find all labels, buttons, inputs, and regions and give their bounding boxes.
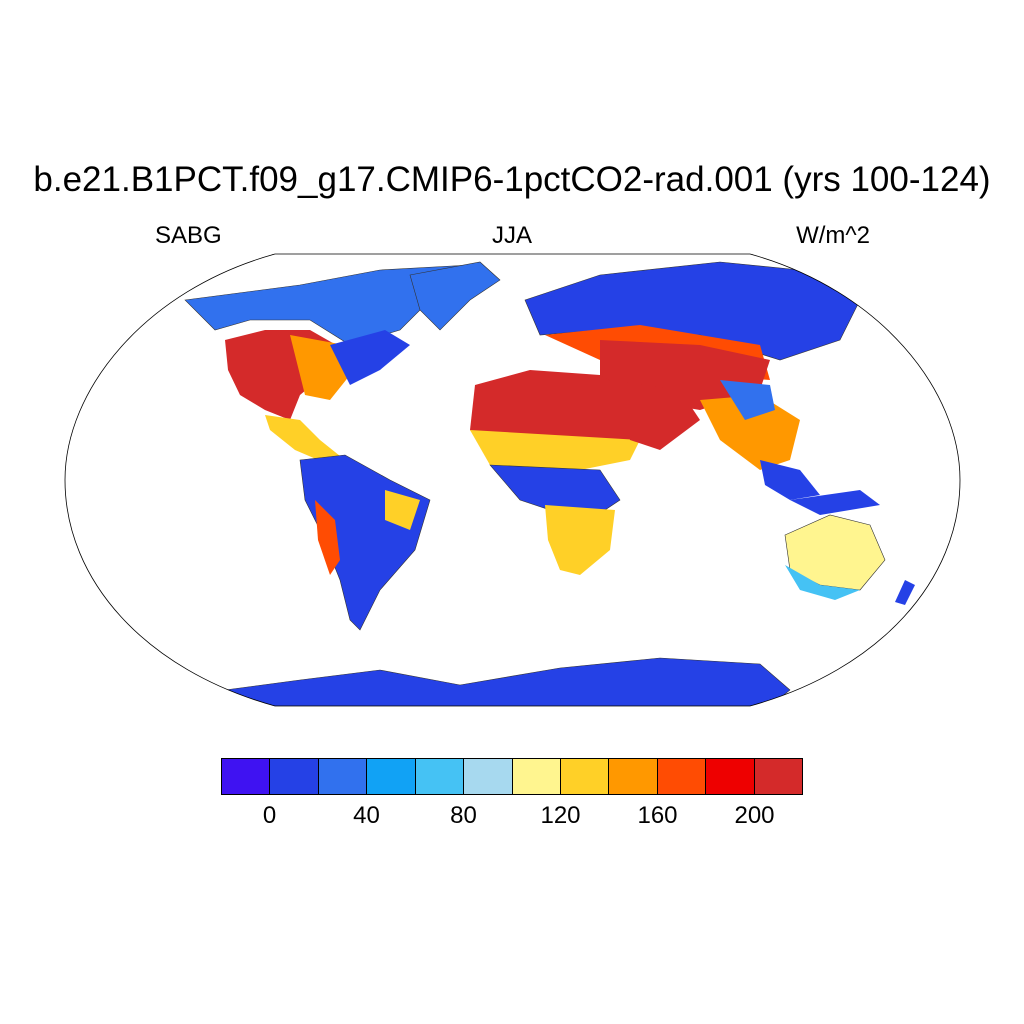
colorbar-box xyxy=(656,758,707,795)
colorbar-box xyxy=(753,758,804,795)
season-label: JJA xyxy=(491,222,533,249)
colorbar-box xyxy=(221,758,271,795)
colorbar-box xyxy=(463,758,513,795)
globe-outline xyxy=(64,253,961,707)
asia-south xyxy=(700,395,800,470)
north-america-east xyxy=(330,330,410,385)
south-america-warm xyxy=(315,500,340,575)
antarctica xyxy=(223,657,791,706)
colorbar-box xyxy=(608,758,658,795)
variable-label: SABG xyxy=(155,222,222,249)
colorbar-tick-label: 160 xyxy=(637,802,678,829)
colorbar-box xyxy=(559,758,610,795)
new-zealand xyxy=(895,580,915,605)
units-label: W/m^2 xyxy=(796,222,870,249)
arabia xyxy=(610,380,700,450)
asia-tibet xyxy=(720,380,775,420)
colorbar-box xyxy=(414,758,465,795)
indonesia xyxy=(790,490,880,515)
australia-coast xyxy=(785,565,860,600)
southeast-asia xyxy=(760,460,820,500)
colorbar-tick-label: 120 xyxy=(540,802,581,829)
colorbar-tick-label: 80 xyxy=(450,802,477,829)
greenland xyxy=(409,261,501,331)
south-america-east xyxy=(385,490,420,530)
africa-south xyxy=(545,505,615,575)
plot-title: b.e21.B1PCT.f09_g17.CMIP6-1pctCO2-rad.00… xyxy=(33,160,991,199)
colorbar-tick-label: 40 xyxy=(353,802,380,829)
colorbar-box xyxy=(317,758,368,795)
africa-sahel xyxy=(470,430,640,470)
colorbar-box xyxy=(366,758,416,795)
colorbar-tick-label: 200 xyxy=(734,802,775,829)
colorbar xyxy=(221,758,804,795)
central-america xyxy=(265,415,345,465)
colorbar-box xyxy=(269,758,319,795)
colorbar-tick-label: 0 xyxy=(262,802,277,829)
colorbar-box xyxy=(705,758,755,795)
colorbar-box xyxy=(511,758,561,795)
